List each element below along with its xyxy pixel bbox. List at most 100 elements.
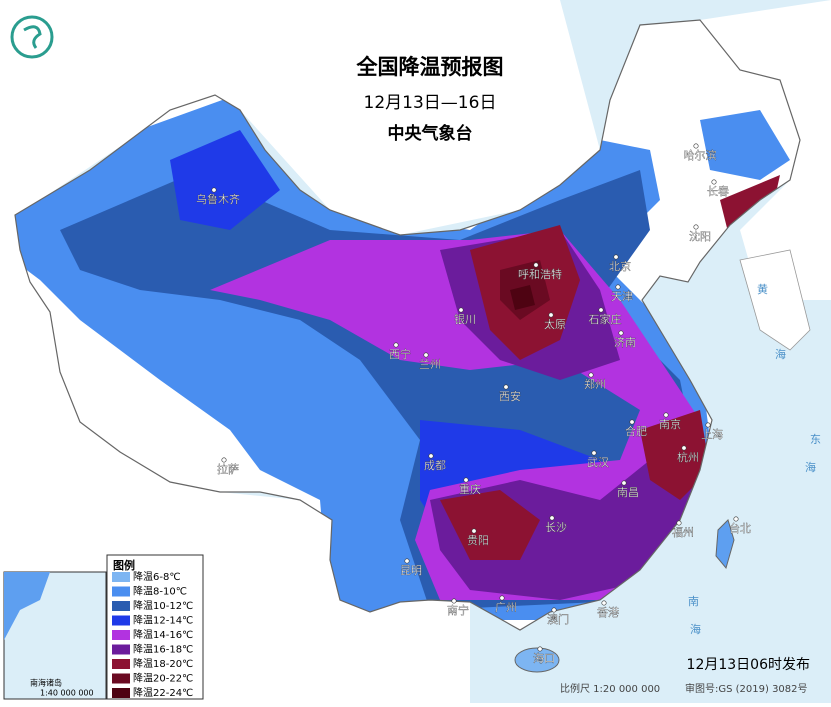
city-dot — [705, 422, 711, 428]
inset-title: 南海诸岛 — [30, 678, 62, 688]
city-dot — [601, 600, 607, 606]
legend-label: 降温6-8℃ — [133, 570, 181, 583]
city-label: 上海 — [701, 427, 723, 441]
city-label: 呼和浩特 — [518, 267, 562, 281]
city-dot — [211, 187, 217, 193]
city-label: 石家庄 — [589, 312, 622, 326]
sea-label: 海 — [690, 622, 701, 636]
sea-label: 海 — [805, 460, 816, 474]
city-label: 海口 — [533, 651, 555, 665]
city-dot — [681, 445, 687, 451]
city-dot — [693, 143, 699, 149]
cooling-zone — [510, 285, 535, 310]
city-dot — [471, 528, 477, 534]
city-dot — [503, 384, 509, 390]
city-dot — [618, 330, 624, 336]
city-dot — [549, 515, 555, 521]
city-dot — [591, 450, 597, 456]
city-dot — [588, 372, 594, 378]
city-dot — [423, 352, 429, 358]
city-label: 沈阳 — [689, 229, 711, 243]
city-label: 合肥 — [625, 424, 647, 438]
sea-label: 东 — [810, 433, 821, 446]
korea — [739, 249, 811, 351]
city-label: 银川 — [454, 312, 476, 326]
city-label: 福州 — [672, 525, 694, 539]
city-label: 天津 — [611, 290, 633, 303]
city-dot — [533, 262, 539, 268]
city-label: 西安 — [499, 389, 521, 403]
legend-label: 降温8-10℃ — [133, 585, 187, 598]
sea-label: 海 — [775, 347, 786, 361]
cooling-zones — [15, 90, 790, 620]
legend-swatch — [112, 659, 130, 669]
city-dot — [598, 307, 604, 313]
city-dot — [404, 558, 410, 564]
city-dot — [463, 477, 469, 483]
city-dot — [428, 453, 434, 459]
legend-title: 图例 — [113, 558, 135, 572]
city-dot — [458, 307, 464, 313]
city-dot — [615, 284, 621, 290]
city-label: 贵阳 — [467, 534, 489, 547]
legend-label: 降温10-12℃ — [133, 599, 193, 612]
city-label: 南宁 — [447, 603, 469, 617]
legend-label: 降温18-20℃ — [133, 657, 193, 670]
city-label: 广州 — [495, 601, 517, 614]
legend-label: 降温16-18℃ — [133, 643, 193, 656]
logo-mark — [23, 25, 42, 49]
legend-swatch — [112, 586, 130, 597]
city-label: 成都 — [424, 459, 446, 472]
city-dot — [733, 516, 739, 522]
sea-label: 黄 — [757, 282, 768, 296]
city-label: 长春 — [707, 185, 729, 198]
legend-label: 降温12-14℃ — [133, 614, 193, 627]
legend-label: 降温22-24℃ — [133, 686, 193, 699]
city-label: 拉萨 — [217, 462, 239, 476]
legend-swatch — [112, 673, 130, 684]
city-label: 长沙 — [545, 521, 567, 534]
city-dot — [613, 254, 619, 260]
city-label: 南京 — [659, 417, 681, 431]
city-label: 重庆 — [459, 482, 481, 496]
city-label: 郑州 — [584, 377, 606, 391]
cooling-zone — [640, 410, 710, 500]
city-dot — [693, 224, 699, 230]
legend-label: 降温20-22℃ — [133, 672, 193, 685]
city-dot — [499, 595, 505, 601]
inset-scale: 1:40 000 000 — [40, 689, 94, 698]
city-dot — [663, 412, 669, 418]
land — [0, 0, 600, 703]
legend-label: 降温14-16℃ — [133, 628, 193, 641]
city-label: 乌鲁木齐 — [196, 192, 240, 206]
city-label: 北京 — [609, 259, 631, 273]
inset-land — [4, 572, 50, 640]
city-label: 昆明 — [400, 564, 422, 577]
legend-swatch — [112, 572, 130, 582]
hainan — [514, 647, 560, 673]
city-label: 澳门 — [547, 612, 569, 626]
city-dot — [629, 419, 635, 425]
city-label: 南昌 — [617, 486, 639, 499]
city-label: 济南 — [614, 335, 636, 349]
cooling-zone — [440, 490, 540, 560]
scale: 比例尺 1:20 000 000 — [560, 682, 660, 695]
legend-swatch — [112, 688, 130, 698]
sea-label: 南 — [688, 595, 699, 608]
city-label: 台北 — [729, 521, 751, 535]
city-dot — [393, 342, 399, 348]
issuer: 中央气象台 — [388, 123, 473, 144]
city-label: 西宁 — [389, 347, 411, 361]
title: 全国降温预报图 — [356, 55, 504, 79]
city-label: 兰州 — [419, 358, 441, 371]
period: 12月13日—16日 — [364, 93, 497, 113]
logo — [10, 15, 54, 59]
city-label: 杭州 — [677, 450, 699, 464]
city-dot — [621, 480, 627, 486]
city-label: 哈尔滨 — [684, 148, 717, 162]
city-label: 武汉 — [587, 456, 609, 469]
legend-swatch — [112, 601, 130, 611]
legend-swatch — [112, 630, 130, 640]
